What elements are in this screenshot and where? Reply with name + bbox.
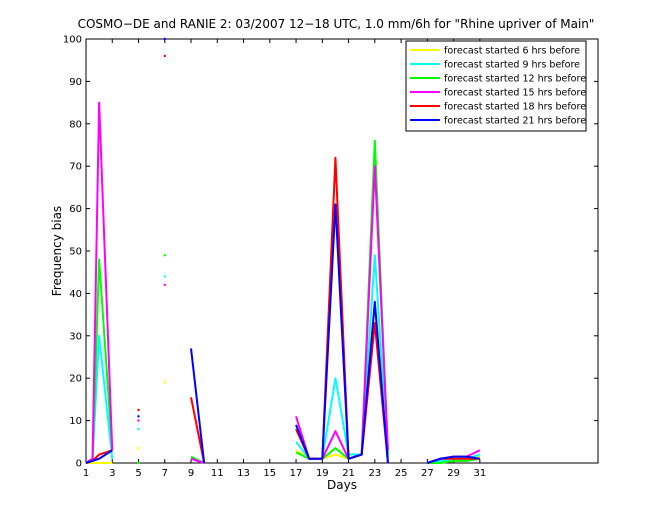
series-point [163, 381, 166, 384]
series-layer [85, 37, 481, 465]
y-tick-label: 80 [69, 119, 82, 130]
legend-box [405, 40, 587, 132]
y-tick-label: 0 [76, 459, 82, 470]
x-tick-label: 13 [237, 468, 250, 479]
y-tick-label: 30 [69, 331, 82, 342]
y-tick-label: 40 [69, 289, 82, 300]
x-tick-label: 29 [447, 468, 460, 479]
x-axis-title: Days [327, 478, 357, 492]
legend-label: forecast started 15 hrs before [444, 88, 586, 99]
legend: forecast started 6 hrs before forecast st… [405, 40, 587, 132]
x-tick-label: 23 [368, 468, 381, 479]
y-tick-label: 90 [69, 77, 82, 88]
legend-label: forecast started 12 hrs before [444, 74, 586, 85]
legend-label: forecast started 6 hrs before [444, 46, 580, 57]
x-tick-label: 17 [290, 468, 303, 479]
x-tick-label: 5 [135, 468, 141, 479]
x-tick-label: 11 [211, 468, 224, 479]
y-tick-label: 100 [63, 35, 82, 46]
y-tick-label: 10 [69, 416, 82, 427]
y-tick-label: 20 [69, 374, 82, 385]
series-line [427, 457, 481, 464]
series-6 [85, 37, 481, 464]
series-point [137, 427, 140, 431]
legend-label: forecast started 9 hrs before [444, 60, 580, 71]
chart-title: COSMO−DE and RANIE 2: 03/2007 12−18 UTC,… [78, 17, 595, 31]
series-point [163, 254, 166, 257]
x-tick-label: 7 [162, 468, 168, 479]
x-tick-label: 15 [263, 468, 276, 479]
series-point [137, 446, 140, 450]
series-line [85, 449, 113, 464]
series-line [427, 455, 481, 464]
y-tick-label: 70 [69, 162, 82, 173]
series-line [85, 101, 114, 464]
series-point [163, 54, 166, 58]
x-tick-label: 21 [342, 468, 355, 479]
series-point [163, 275, 166, 278]
y-axis-title: Frequency bias [50, 206, 64, 296]
x-tick-label: 1 [83, 468, 89, 479]
x-tick-label: 31 [473, 468, 486, 479]
series-point [137, 419, 140, 422]
x-tick-label: 9 [188, 468, 194, 479]
x-tick-label: 3 [109, 468, 115, 479]
series-point [163, 283, 166, 287]
series-point [137, 415, 140, 418]
legend-label: forecast started 21 hrs before [444, 116, 586, 127]
x-tick-label: 25 [395, 468, 408, 479]
y-tick-label: 60 [69, 204, 82, 215]
legend-label: forecast started 18 hrs before [444, 102, 586, 113]
y-tick-label: 50 [69, 247, 82, 258]
series-point [137, 461, 140, 465]
series-line [190, 457, 205, 464]
x-tick-label: 27 [421, 468, 434, 479]
series-line [295, 203, 389, 464]
series-point [137, 408, 140, 412]
series-point [163, 37, 166, 41]
x-tick-label: 19 [316, 468, 329, 479]
series-line [190, 348, 206, 464]
